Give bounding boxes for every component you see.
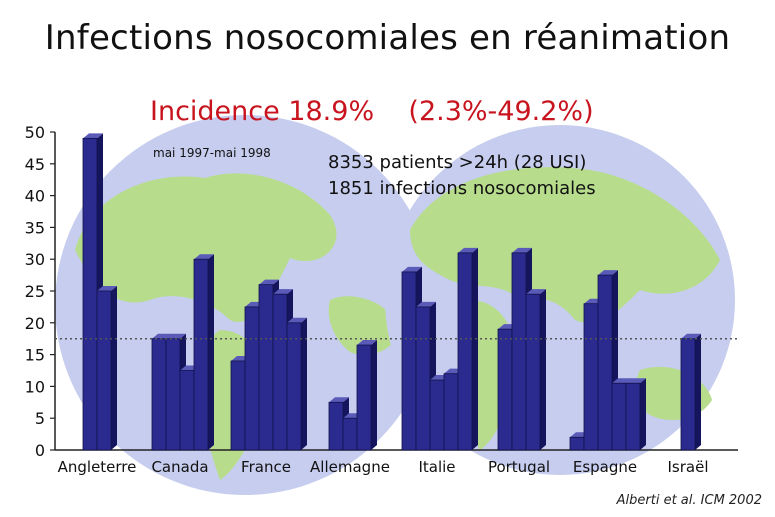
y-tick-label: 20	[25, 314, 45, 333]
bar-top	[259, 279, 279, 285]
category-label: Portugal	[488, 458, 550, 476]
bar	[525, 293, 541, 451]
bar-top	[512, 247, 532, 253]
category-label: France	[241, 458, 291, 476]
y-tick-label: 50	[25, 123, 45, 142]
bar-group	[401, 247, 478, 451]
y-tick-label: 45	[25, 155, 45, 174]
bar	[230, 360, 246, 451]
bar	[429, 379, 445, 451]
bar	[401, 271, 417, 451]
y-tick-label: 5	[35, 409, 45, 428]
bar-side	[695, 333, 701, 450]
category-label: Canada	[151, 458, 208, 476]
bar-side	[472, 247, 478, 450]
y-tick-label: 30	[25, 250, 45, 269]
bar-top	[416, 301, 436, 307]
bar	[356, 344, 372, 451]
bar-side	[640, 378, 646, 450]
bar-top	[626, 378, 646, 384]
bar-top	[402, 266, 422, 272]
bar	[583, 303, 599, 451]
bar	[151, 338, 167, 451]
bar-top	[526, 289, 546, 295]
chart-title: Infections nosocomiales en réanimation	[44, 18, 731, 58]
bar-side	[111, 286, 117, 450]
bar-top	[329, 397, 349, 403]
bar	[342, 417, 358, 451]
bar-top	[458, 247, 478, 253]
infections-stat: 1851 infections nosocomiales	[328, 178, 596, 199]
bar	[272, 293, 288, 451]
bar-top	[83, 133, 103, 139]
stats-annotation: 8353 patients >24h (28 USI) 1851 infecti…	[328, 150, 596, 202]
bar-side	[371, 340, 377, 450]
bar	[625, 382, 641, 451]
category-label: Israël	[668, 458, 709, 476]
bar-top	[97, 286, 117, 291]
bar-side	[301, 317, 307, 450]
bar	[569, 436, 585, 451]
patients-stat: 8353 patients >24h (28 USI)	[328, 152, 587, 173]
bar	[193, 258, 209, 451]
bar-group	[151, 254, 214, 451]
source-citation: Alberti et al. ICM 2002	[616, 493, 762, 508]
bar	[415, 306, 431, 451]
bar	[497, 328, 513, 451]
category-label: Allemagne	[310, 458, 390, 476]
bar-top	[273, 289, 293, 295]
bar	[244, 306, 260, 451]
bar	[179, 370, 195, 451]
bar	[258, 284, 274, 451]
bar	[286, 322, 302, 451]
y-tick-label: 40	[25, 187, 45, 206]
bar-top	[194, 254, 214, 260]
bar-top	[681, 333, 701, 339]
bar	[82, 137, 98, 451]
bar	[680, 338, 696, 451]
bar	[165, 338, 181, 451]
period-label: mai 1997-mai 1998	[153, 146, 271, 160]
category-label: Italie	[418, 458, 455, 476]
bar-top	[166, 333, 186, 339]
bar-top	[287, 317, 307, 323]
bar	[443, 373, 459, 451]
bar-top	[152, 333, 172, 339]
y-tick-label: 0	[35, 441, 45, 460]
y-tick-label: 35	[25, 218, 45, 237]
bar-top	[357, 340, 377, 346]
bar	[328, 401, 344, 451]
bar-side	[540, 289, 546, 450]
bar-group	[569, 270, 646, 451]
bar-group	[680, 333, 701, 451]
bar-top	[612, 378, 632, 384]
bar	[611, 382, 627, 451]
bar	[597, 274, 613, 451]
bar-group	[230, 279, 307, 451]
bar-group	[82, 133, 117, 451]
y-tick-label: 15	[25, 346, 45, 365]
bar	[511, 252, 527, 451]
bar-side	[208, 254, 214, 450]
bar-group	[497, 247, 546, 451]
incidence-subtitle: Incidence 18.9% (2.3%-49.2%)	[150, 96, 594, 127]
bar-group	[328, 340, 377, 451]
category-label: Espagne	[573, 458, 637, 476]
bar	[457, 252, 473, 451]
y-tick-label: 10	[25, 377, 45, 396]
bar	[96, 290, 112, 451]
y-tick-label: 25	[25, 282, 45, 301]
bar-top	[598, 270, 618, 276]
category-label: Angleterre	[58, 458, 137, 476]
